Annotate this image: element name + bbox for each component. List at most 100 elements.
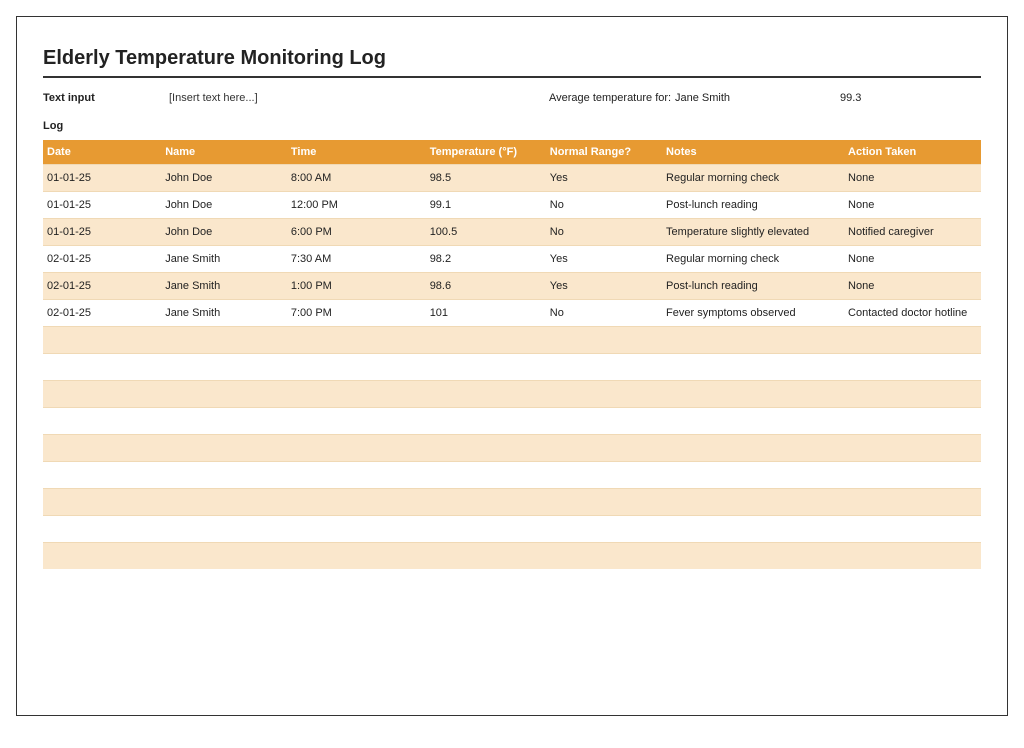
table-cell <box>844 489 981 516</box>
table-cell: 101 <box>426 300 546 327</box>
table-cell: John Doe <box>161 219 287 246</box>
table-cell: None <box>844 165 981 192</box>
table-cell: John Doe <box>161 165 287 192</box>
col-header-time: Time <box>287 140 426 165</box>
table-cell <box>662 354 844 381</box>
col-header-name: Name <box>161 140 287 165</box>
table-cell: Fever symptoms observed <box>662 300 844 327</box>
table-cell <box>287 462 426 489</box>
table-cell <box>546 408 662 435</box>
table-cell: Temperature slightly elevated <box>662 219 844 246</box>
table-cell: Jane Smith <box>161 300 287 327</box>
table-cell <box>844 435 981 462</box>
table-cell: 7:00 PM <box>287 300 426 327</box>
table-row: 02-01-25Jane Smith1:00 PM98.6YesPost-lun… <box>43 273 981 300</box>
table-cell <box>161 435 287 462</box>
avg-temp-value: 99.3 <box>840 92 900 104</box>
table-cell: None <box>844 273 981 300</box>
table-cell <box>161 489 287 516</box>
table-cell <box>43 327 161 354</box>
table-cell <box>161 408 287 435</box>
table-cell <box>546 327 662 354</box>
table-cell: 8:00 AM <box>287 165 426 192</box>
table-row <box>43 327 981 354</box>
table-cell: 01-01-25 <box>43 192 161 219</box>
table-cell <box>287 327 426 354</box>
table-row <box>43 462 981 489</box>
table-cell <box>43 462 161 489</box>
table-cell: No <box>546 192 662 219</box>
table-row <box>43 381 981 408</box>
table-cell <box>287 408 426 435</box>
table-cell: Notified caregiver <box>844 219 981 246</box>
table-cell <box>546 543 662 570</box>
table-row <box>43 516 981 543</box>
table-cell <box>844 543 981 570</box>
table-cell: None <box>844 192 981 219</box>
table-row <box>43 408 981 435</box>
info-row: Text input [Insert text here...] Average… <box>43 92 981 104</box>
col-header-notes: Notes <box>662 140 844 165</box>
table-cell <box>662 435 844 462</box>
table-cell <box>662 489 844 516</box>
table-cell <box>161 327 287 354</box>
table-cell <box>546 489 662 516</box>
table-cell <box>287 435 426 462</box>
table-cell: 98.5 <box>426 165 546 192</box>
table-cell: Yes <box>546 273 662 300</box>
table-cell <box>426 354 546 381</box>
table-cell: Regular morning check <box>662 246 844 273</box>
table-cell <box>287 381 426 408</box>
table-cell <box>662 516 844 543</box>
table-row <box>43 354 981 381</box>
table-cell <box>546 516 662 543</box>
table-cell: 98.2 <box>426 246 546 273</box>
table-cell: 6:00 PM <box>287 219 426 246</box>
table-cell <box>43 516 161 543</box>
table-cell <box>546 462 662 489</box>
table-cell <box>844 354 981 381</box>
table-cell: 01-01-25 <box>43 219 161 246</box>
table-cell: Contacted doctor hotline <box>844 300 981 327</box>
table-cell <box>546 381 662 408</box>
table-cell <box>43 543 161 570</box>
table-cell <box>662 543 844 570</box>
table-cell: No <box>546 219 662 246</box>
table-cell <box>287 489 426 516</box>
avg-temp-label: Average temperature for: <box>549 92 675 104</box>
table-cell <box>844 381 981 408</box>
table-cell <box>161 543 287 570</box>
table-cell: 02-01-25 <box>43 273 161 300</box>
table-row: 01-01-25John Doe6:00 PM100.5NoTemperatur… <box>43 219 981 246</box>
table-header-row: Date Name Time Temperature (°F) Normal R… <box>43 140 981 165</box>
table-cell: None <box>844 246 981 273</box>
table-cell <box>287 516 426 543</box>
table-cell <box>287 354 426 381</box>
table-cell <box>546 354 662 381</box>
table-cell: 99.1 <box>426 192 546 219</box>
text-input-placeholder[interactable]: [Insert text here...] <box>169 92 549 104</box>
table-cell <box>161 516 287 543</box>
table-cell <box>426 408 546 435</box>
log-table: Date Name Time Temperature (°F) Normal R… <box>43 140 981 569</box>
table-cell <box>161 462 287 489</box>
table-cell <box>546 435 662 462</box>
table-cell <box>426 489 546 516</box>
table-cell <box>844 516 981 543</box>
table-cell <box>161 381 287 408</box>
page-border: Elderly Temperature Monitoring Log Text … <box>16 16 1008 716</box>
table-cell <box>662 408 844 435</box>
table-cell <box>426 462 546 489</box>
table-row: 01-01-25John Doe12:00 PM99.1NoPost-lunch… <box>43 192 981 219</box>
table-cell <box>844 462 981 489</box>
table-cell: Yes <box>546 165 662 192</box>
table-cell <box>426 327 546 354</box>
table-row <box>43 543 981 570</box>
table-cell <box>43 489 161 516</box>
table-row <box>43 489 981 516</box>
col-header-normal: Normal Range? <box>546 140 662 165</box>
table-cell: Post-lunch reading <box>662 192 844 219</box>
table-cell: 02-01-25 <box>43 300 161 327</box>
table-cell <box>43 354 161 381</box>
table-cell <box>844 327 981 354</box>
